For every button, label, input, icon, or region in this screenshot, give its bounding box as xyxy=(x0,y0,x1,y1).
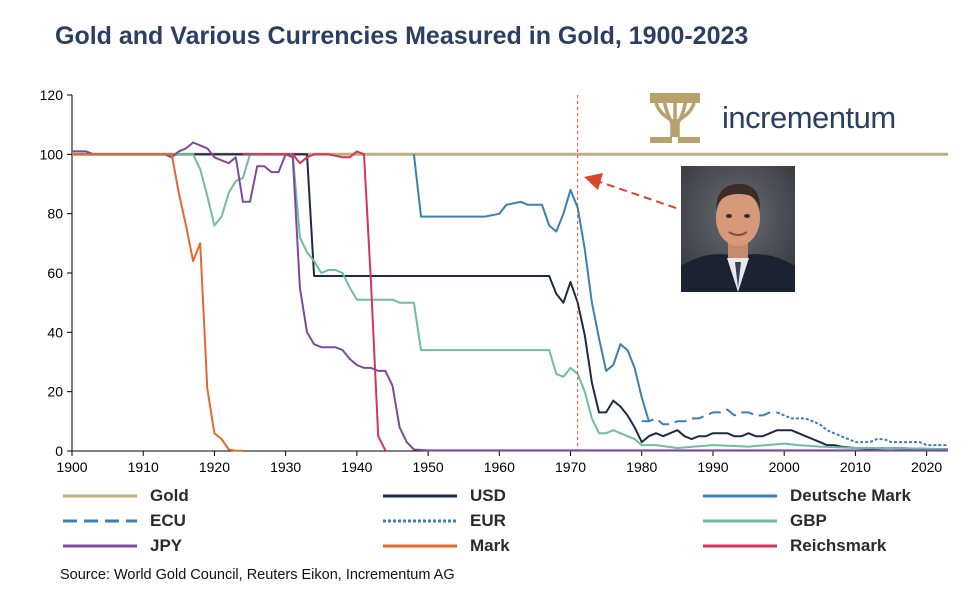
portrait-photo xyxy=(681,166,795,292)
y-tick-label: 60 xyxy=(47,265,63,281)
chart-title: Gold and Various Currencies Measured in … xyxy=(55,22,749,50)
series-line-ecu xyxy=(641,408,778,426)
series-line-reichsmark xyxy=(242,150,387,451)
series-line-usd xyxy=(72,153,949,451)
y-tick-label: 100 xyxy=(40,146,64,162)
legend-label: Mark xyxy=(470,536,510,555)
legend-item-eur: EUR xyxy=(380,510,506,532)
x-tick-label: 2010 xyxy=(840,459,871,475)
legend-item-gbp: GBP xyxy=(700,510,827,532)
legend-label: GBP xyxy=(790,511,827,530)
legend-swatch xyxy=(63,494,137,498)
legend-label: Reichsmark xyxy=(790,536,887,555)
x-tick-label: 1910 xyxy=(128,459,159,475)
legend-item-jpy: JPY xyxy=(60,535,182,557)
legend-label: Gold xyxy=(150,486,189,505)
legend-label: JPY xyxy=(150,536,183,555)
y-tick-label: 80 xyxy=(47,206,63,222)
legend-swatch xyxy=(63,519,137,523)
series-line-deutsche-mark xyxy=(412,154,650,422)
legend-label: USD xyxy=(470,486,506,505)
x-tick-label: 1950 xyxy=(413,459,444,475)
y-tick-label: 120 xyxy=(40,87,64,103)
series-line-mark xyxy=(72,153,243,452)
x-tick-label: 1930 xyxy=(270,459,301,475)
legend-swatch xyxy=(383,519,457,523)
legend-item-mark: Mark xyxy=(380,535,510,557)
legend-swatch xyxy=(703,544,777,548)
x-tick-label: 1940 xyxy=(341,459,372,475)
y-tick-label: 0 xyxy=(55,443,63,459)
legend-item-deutsche-mark: Deutsche Mark xyxy=(700,485,911,507)
legend-swatch xyxy=(383,494,457,498)
legend-item-reichsmark: Reichsmark xyxy=(700,535,886,557)
x-tick-label: 1920 xyxy=(199,459,230,475)
legend-label: Deutsche Mark xyxy=(790,486,911,505)
logo-text: incrementum xyxy=(722,100,896,135)
x-tick-label: 1990 xyxy=(697,459,728,475)
series-line-eur xyxy=(776,411,948,447)
legend-item-gold: Gold xyxy=(60,485,189,507)
source-note: Source: World Gold Council, Reuters Eiko… xyxy=(60,567,455,583)
x-tick-label: 1980 xyxy=(626,459,657,475)
x-tick-label: 1960 xyxy=(484,459,515,475)
legend-swatch xyxy=(63,544,137,548)
series-line-jpy xyxy=(72,141,948,452)
incrementum-logo: incrementum xyxy=(650,93,896,143)
series-line-gbp xyxy=(72,153,949,451)
legend-item-ecu: ECU xyxy=(60,510,186,532)
legend-label: ECU xyxy=(150,511,186,530)
legend-item-usd: USD xyxy=(380,485,506,507)
annotation-arrowhead xyxy=(584,173,603,190)
x-tick-label: 2000 xyxy=(769,459,800,475)
x-tick-label: 1970 xyxy=(555,459,586,475)
x-tick-label: 1900 xyxy=(56,459,87,475)
y-tick-label: 40 xyxy=(47,324,63,340)
x-tick-label: 2020 xyxy=(911,459,942,475)
y-tick-label: 20 xyxy=(47,384,63,400)
tree-icon xyxy=(650,93,700,143)
legend-label: EUR xyxy=(470,511,506,530)
legend-swatch xyxy=(703,494,777,498)
annotation-arrow-shaft xyxy=(599,181,677,209)
legend-swatch xyxy=(383,544,457,548)
legend-swatch xyxy=(703,519,777,523)
